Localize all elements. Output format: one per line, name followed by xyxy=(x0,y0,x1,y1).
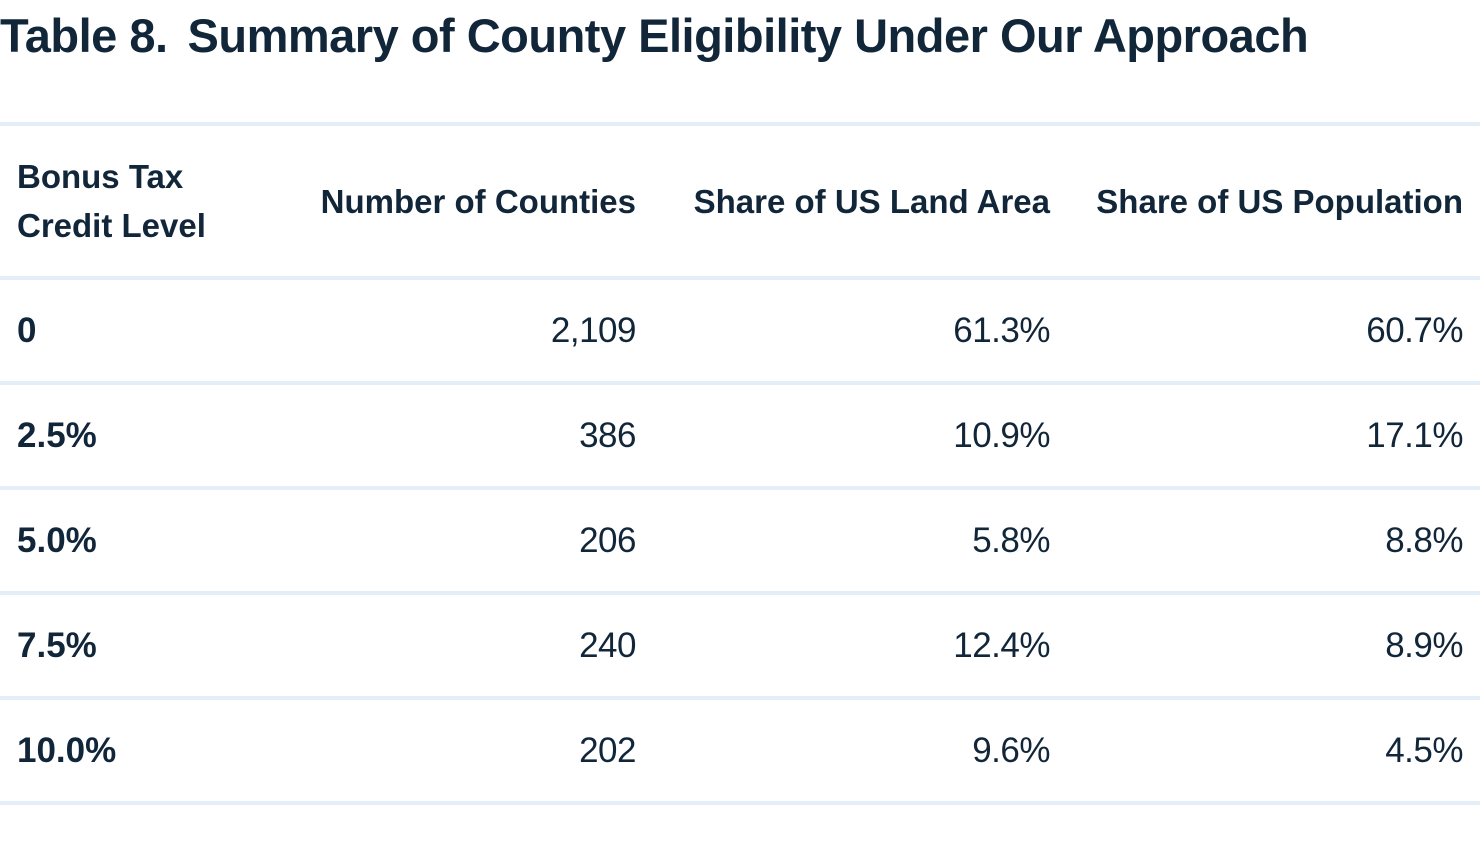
table-row: 2.5% 386 10.9% 17.1% xyxy=(0,385,1480,490)
cell-share-of-population: 4.5% xyxy=(1385,730,1463,770)
cell-share-of-land-area: 10.9% xyxy=(953,415,1050,455)
table-row: 0 2,109 61.3% 60.7% xyxy=(0,280,1480,385)
header-bonus-tax-credit-level: Bonus Tax Credit Level xyxy=(17,158,206,244)
cell-credit-level: 0 xyxy=(17,310,37,350)
cell-credit-level: 5.0% xyxy=(17,520,97,560)
header-share-of-land-area: Share of US Land Area xyxy=(693,182,1050,220)
table-header-row: Bonus Tax Credit Level Number of Countie… xyxy=(0,126,1480,280)
cell-number-of-counties: 386 xyxy=(579,415,636,455)
cell-share-of-population: 8.9% xyxy=(1385,625,1463,665)
cell-share-of-population: 17.1% xyxy=(1366,415,1463,455)
table-caption: Summary of County Eligibility Under Our … xyxy=(187,9,1309,62)
table-number: Table 8. xyxy=(0,9,168,62)
header-share-of-population: Share of US Population xyxy=(1096,182,1463,220)
cell-share-of-land-area: 5.8% xyxy=(972,520,1050,560)
cell-credit-level: 7.5% xyxy=(17,625,97,665)
table-row: 5.0% 206 5.8% 8.8% xyxy=(0,490,1480,595)
table-row: 7.5% 240 12.4% 8.9% xyxy=(0,595,1480,700)
cell-share-of-land-area: 12.4% xyxy=(953,625,1050,665)
cell-number-of-counties: 206 xyxy=(579,520,636,560)
table-row: 10.0% 202 9.6% 4.5% xyxy=(0,700,1480,805)
header-number-of-counties: Number of Counties xyxy=(320,182,636,220)
cell-number-of-counties: 202 xyxy=(579,730,636,770)
cell-credit-level: 10.0% xyxy=(17,730,117,770)
cell-share-of-land-area: 9.6% xyxy=(972,730,1050,770)
table-title: Table 8. Summary of County Eligibility Un… xyxy=(0,8,1309,63)
cell-share-of-land-area: 61.3% xyxy=(953,310,1050,350)
eligibility-table: Bonus Tax Credit Level Number of Countie… xyxy=(0,122,1480,805)
cell-credit-level: 2.5% xyxy=(17,415,97,455)
cell-share-of-population: 8.8% xyxy=(1385,520,1463,560)
cell-number-of-counties: 2,109 xyxy=(550,310,637,350)
cell-share-of-population: 60.7% xyxy=(1366,310,1463,350)
cell-number-of-counties: 240 xyxy=(579,625,636,665)
